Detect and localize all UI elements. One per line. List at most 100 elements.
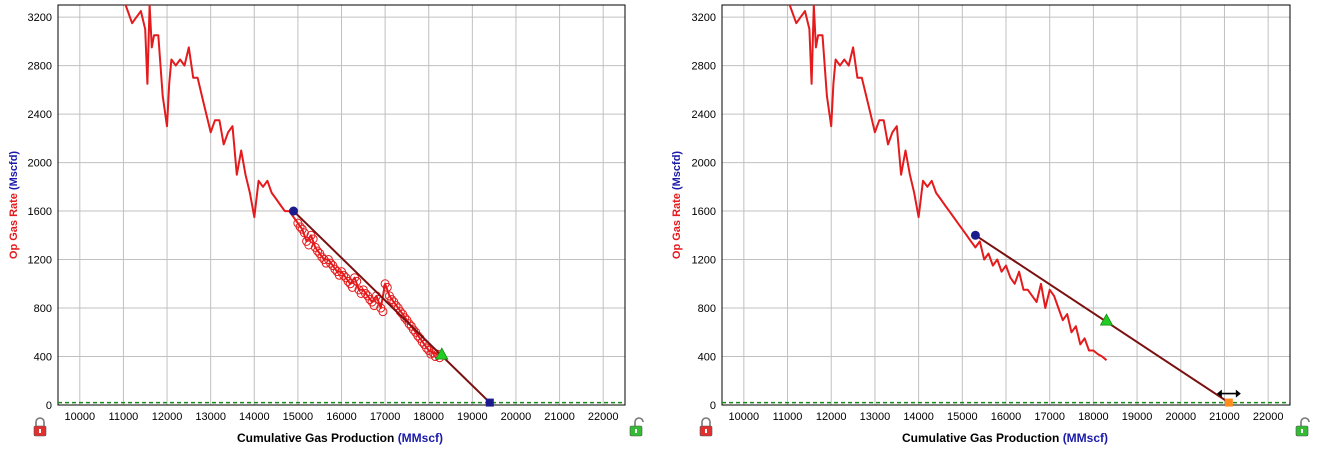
- x-tick-label: 21000: [544, 411, 575, 423]
- selected-point: [304, 240, 314, 250]
- chart-panel-2: 10000 11000 12000 13000 14000 15000 16000 17000…: [671, 4, 1310, 445]
- y-tick-label: 1600: [28, 206, 52, 218]
- selected-point: [374, 295, 384, 305]
- selected-point: [404, 319, 414, 329]
- y-tick-label: 2400: [28, 109, 52, 121]
- x-tick-label: 13000: [860, 411, 891, 423]
- y-tick-label: 3200: [28, 12, 52, 24]
- x-tick-label: 15000: [947, 411, 978, 423]
- y-tick-label: 0: [710, 400, 716, 412]
- x-tick-label: 10000: [729, 411, 760, 423]
- x-tick-label: 17000: [1034, 411, 1065, 423]
- y-tick-label: 800: [698, 303, 716, 315]
- selected-point: [408, 325, 418, 335]
- fit-end-marker[interactable]: [435, 347, 449, 360]
- x-axis-label: Cumulative Gas Production: [902, 431, 1063, 445]
- selected-point: [422, 343, 432, 353]
- y-axis-unit: (Mscfd): [8, 151, 20, 190]
- lock-red-icon[interactable]: [699, 417, 713, 437]
- y-axis-title: Op Gas Rate (Mscfd): [8, 151, 20, 260]
- x-tick-label: 16000: [326, 411, 357, 423]
- x-tick-label: 11000: [773, 411, 803, 423]
- x-tick-label: 18000: [413, 411, 444, 423]
- y-tick-label: 3200: [692, 12, 716, 24]
- double-arrow-icon[interactable]: [1216, 389, 1241, 398]
- selected-point: [299, 228, 309, 238]
- x-axis-label: Cumulative Gas Production: [237, 431, 398, 445]
- x-tick-label: 22000: [588, 411, 619, 423]
- selected-point: [347, 282, 357, 292]
- x-tick-label: 16000: [991, 411, 1022, 423]
- selected-point: [369, 301, 379, 311]
- y-tick-label: 2800: [28, 61, 52, 73]
- selected-point: [313, 246, 323, 256]
- decline-fit-line: [292, 210, 491, 404]
- y-axis-label: Op Gas Rate: [8, 190, 20, 259]
- x-axis-title: Cumulative Gas Production (MMscf): [902, 431, 1108, 445]
- y-tick-label: 2800: [692, 61, 716, 73]
- y-axis-unit: (Mscfd): [671, 151, 683, 190]
- plot-content: [58, 5, 625, 404]
- y-tick-label: 400: [34, 352, 52, 364]
- selected-point: [308, 234, 318, 244]
- y-tick-label: 2000: [28, 158, 52, 170]
- y-tick-label: 1600: [692, 206, 716, 218]
- x-tick-label: 12000: [816, 411, 847, 423]
- x-axis-unit: (MMscf): [398, 431, 443, 445]
- y-tick-label: 0: [46, 400, 52, 412]
- plot-content: [722, 5, 1290, 404]
- y-tick-label: 1200: [28, 255, 52, 267]
- x-axis-unit: (MMscf): [1063, 431, 1108, 445]
- y-tick-label: 2000: [692, 158, 716, 170]
- x-tick-label: 20000: [501, 411, 532, 423]
- fit-start-marker[interactable]: [289, 206, 299, 216]
- selected-point: [352, 276, 362, 286]
- selected-point: [426, 349, 436, 359]
- x-tick-label: 10000: [65, 411, 96, 423]
- lock-red-icon[interactable]: [33, 417, 47, 437]
- x-tick-label: 15000: [283, 411, 314, 423]
- selected-point: [387, 295, 397, 305]
- x-tick-label: 12000: [152, 411, 183, 423]
- selected-point: [360, 288, 370, 298]
- selected-point: [339, 270, 349, 280]
- lock-green-icon[interactable]: [629, 417, 644, 437]
- selected-point: [400, 313, 410, 323]
- x-tick-label: 17000: [370, 411, 401, 423]
- x-tick-label: 14000: [239, 411, 270, 423]
- x-tick-label: 20000: [1165, 411, 1196, 423]
- x-tick-label: 21000: [1209, 411, 1240, 423]
- rate-data-line: [788, 5, 1108, 361]
- y-axis-label: Op Gas Rate: [671, 190, 683, 259]
- x-tick-label: 14000: [903, 411, 934, 423]
- selected-point: [382, 282, 392, 292]
- lock-green-icon[interactable]: [1295, 417, 1310, 437]
- x-tick-label: 18000: [1078, 411, 1109, 423]
- plot-frame: [721, 4, 1291, 406]
- selected-point: [391, 301, 401, 311]
- y-tick-label: 400: [698, 352, 716, 364]
- x-tick-label: 13000: [195, 411, 226, 423]
- x-tick-label: 22000: [1253, 411, 1284, 423]
- y-tick-label: 800: [34, 303, 52, 315]
- fit-start-marker[interactable]: [970, 230, 980, 240]
- y-axis-title: Op Gas Rate (Mscfd): [671, 151, 683, 260]
- abandonment-point[interactable]: [1224, 398, 1233, 407]
- selected-point: [378, 307, 388, 317]
- abandonment-point[interactable]: [485, 398, 494, 407]
- x-tick-label: 19000: [1122, 411, 1153, 423]
- fit-end-marker[interactable]: [1099, 313, 1114, 326]
- x-tick-label: 11000: [109, 411, 139, 423]
- selected-point: [317, 252, 327, 262]
- x-tick-label: 19000: [457, 411, 488, 423]
- x-axis-title: Cumulative Gas Production (MMscf): [237, 431, 443, 445]
- decline-fit-line: [974, 234, 1230, 404]
- y-tick-label: 1200: [692, 255, 716, 267]
- plot-frame: [57, 4, 626, 406]
- selected-point: [326, 258, 336, 268]
- selected-point: [295, 222, 305, 232]
- chart-panel-1: 10000 11000 12000 13000 14000 15000 16000 17000…: [8, 4, 644, 445]
- selected-point: [330, 264, 340, 274]
- y-tick-label: 2400: [692, 109, 716, 121]
